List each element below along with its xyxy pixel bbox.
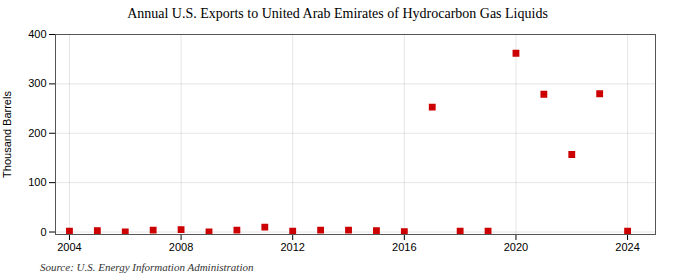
svg-text:200: 200 <box>28 127 46 139</box>
svg-text:2008: 2008 <box>169 241 193 253</box>
html-text:Annual U.S. Exports to United: Annual U.S. Exports to United Arab Emira… <box>127 6 548 21</box>
html-text:Source: U.S. Energy Informatio: Source: U.S. Energy Information Administ… <box>40 261 254 273</box>
svg-text:2016: 2016 <box>392 241 416 253</box>
svg-text:2020: 2020 <box>504 241 528 253</box>
svg-text:2012: 2012 <box>280 241 304 253</box>
svg-text:400: 400 <box>28 28 46 40</box>
svg-text:2024: 2024 <box>615 241 639 253</box>
svg-text:2004: 2004 <box>57 241 81 253</box>
svg-text:100: 100 <box>28 176 46 188</box>
svg-text:0: 0 <box>40 226 46 238</box>
svg-text:Thousand Barrels: Thousand Barrels <box>1 91 13 178</box>
svg-text:300: 300 <box>28 77 46 89</box>
